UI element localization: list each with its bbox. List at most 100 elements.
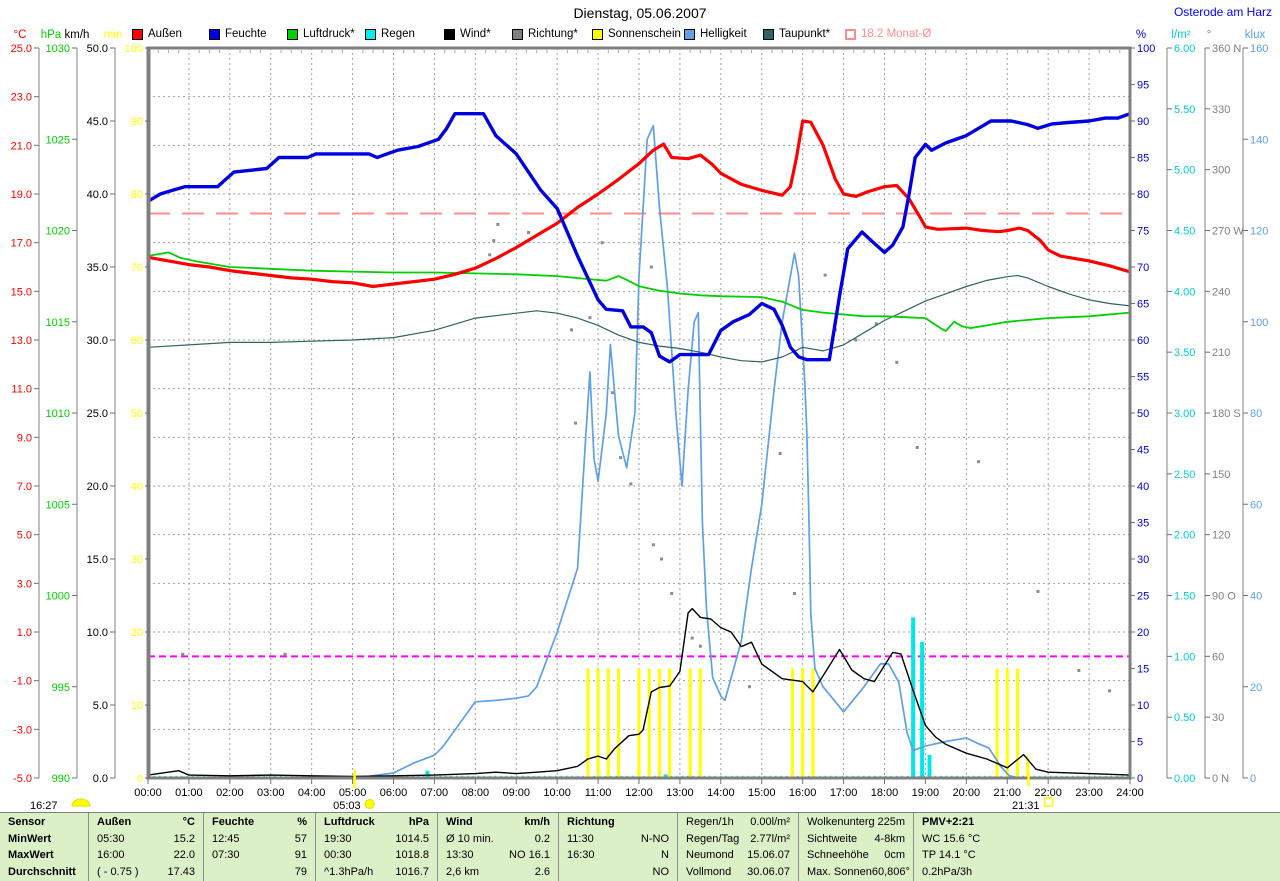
wind-direction-dot (660, 557, 664, 561)
table-cell-row: 0.2hPa/3h (914, 864, 1280, 881)
legend-swatch (444, 28, 455, 40)
x-tick-label: 15:00 (748, 787, 776, 799)
axis-label-klux: 140 (1250, 134, 1268, 146)
table-cell-row: MaxWert (0, 847, 88, 864)
table-cell-row: 16:00 22.0 (89, 847, 203, 864)
axis-label-sun: 40 (131, 481, 143, 493)
cell-value: 17.43 (167, 865, 195, 878)
table-cell-row: 07:30 91 (204, 847, 315, 864)
cell-label: 07:30 (212, 849, 240, 861)
axis-label-hum: 45 (1137, 445, 1149, 457)
legend-item-luftdruck: Luftdruck* (287, 28, 355, 40)
legend-label: 18.2 Monat-Ø (861, 28, 932, 40)
sunshine-bar (668, 668, 672, 778)
wind-direction-dot (1036, 589, 1040, 593)
wind-direction-dot (747, 685, 751, 689)
x-tick-label: 12:00 (625, 787, 653, 799)
table-cell-row: Neumond 15.06.07 (678, 847, 798, 864)
cell-value: NO 16.1 (509, 849, 550, 861)
table-cell-row: Richtung (559, 814, 677, 831)
x-tick-label: 00:00 (134, 787, 162, 799)
x-tick-label: 03:00 (257, 787, 285, 799)
axis-unit-wind: km/h (65, 29, 90, 41)
sunshine-bar (1026, 756, 1030, 778)
axis-label-hpa: 1025 (46, 134, 70, 146)
axis-label-hum: 25 (1137, 591, 1149, 603)
table-cell-row: ( - 0.75 ) 17.43 (89, 864, 203, 881)
x-tick-label: 22:00 (1034, 787, 1062, 799)
axis-label-hpa: 995 (52, 682, 70, 694)
wind-direction-dot (690, 636, 694, 640)
x-tick-label: 05:00 (339, 787, 367, 799)
table-cell-row: NO (559, 864, 677, 881)
sunshine-bar (790, 668, 794, 778)
cell-label: 12:45 (212, 832, 240, 845)
cell-value: 1018.8 (395, 849, 429, 861)
axis-label-hum: 75 (1137, 226, 1149, 238)
axis-label-dir: 30 (1212, 712, 1224, 724)
axis-label-temp: 21.0 (11, 140, 32, 152)
legend-label: Sonnenschein (608, 28, 681, 40)
cell-label: Feuchte (212, 816, 255, 828)
axis-label-hum: 0 (1137, 773, 1143, 785)
axis-label-temp: -3.0 (13, 724, 32, 736)
axis-label-rain: 4.00 (1174, 286, 1195, 298)
sunshine-bar (801, 668, 805, 778)
legend-item-sonnenschein: Sonnenschein (592, 28, 681, 40)
table-cell-row: Regen/Tag 2.77l/m² (678, 831, 798, 848)
axis-label-temp: 15.0 (11, 286, 32, 298)
axis-label-sun: 30 (131, 554, 143, 566)
cell-label: Regen/1h (686, 816, 734, 828)
wind-direction-dot (1108, 689, 1112, 693)
axis-label-hum: 40 (1137, 481, 1149, 493)
axis-label-wind: 35.0 (87, 262, 108, 274)
axis-label-temp: 7.0 (17, 481, 32, 493)
axis-label-dir: 120 (1212, 530, 1230, 542)
axis-label-klux: 160 (1250, 43, 1268, 55)
axis-label-hpa: 1005 (46, 499, 70, 511)
legend-swatch (763, 28, 774, 40)
axis-label-rain: 2.00 (1174, 530, 1195, 542)
cell-value: 2.77l/m² (750, 832, 790, 845)
sunshine-bar (811, 668, 815, 778)
cell-label: Richtung (567, 816, 615, 828)
x-tick-label: 13:00 (666, 787, 694, 799)
cell-label: Max. Sonnen (807, 865, 872, 878)
table-col-rowheaders: Sensor MinWert MaxWert Durchschnitt (0, 813, 88, 881)
cell-label: ^1.3hPa/h (324, 865, 374, 878)
page-title: Dienstag, 05.06.2007 (573, 5, 707, 21)
table-cell-row: 05:30 15.2 (89, 831, 203, 848)
series-taupunkt-line (148, 274, 1130, 363)
wind-direction-dot (488, 253, 492, 257)
cell-label: 19:30 (324, 832, 352, 845)
x-tick-label: 01:00 (175, 787, 203, 799)
sunshine-bar (995, 668, 999, 778)
axis-label-hum: 100 (1137, 43, 1155, 55)
axis-label-sun: 0 (137, 773, 143, 785)
axis-label-hum: 35 (1137, 518, 1149, 530)
cell-label: Außen (97, 816, 132, 828)
legend-label: Regen (381, 28, 415, 40)
wind-direction-dot (1077, 669, 1081, 673)
axis-label-wind: 45.0 (87, 116, 108, 128)
cell-label: 05:30 (97, 832, 125, 845)
wind-direction-dot (574, 421, 578, 425)
axis-label-hum: 85 (1137, 153, 1149, 165)
axis-label-wind: 15.0 (87, 554, 108, 566)
rain-bar (663, 774, 668, 778)
x-tick-label: 08:00 (462, 787, 490, 799)
wind-direction-dot (588, 316, 592, 320)
weather-chart: 00:00 01:00 02:00 03:00 04:00 05:00 06:00 07:00… (11, 29, 1269, 812)
wind-direction-dot (629, 482, 633, 486)
legend-swatch (209, 28, 220, 40)
legend-label: Helligkeit (700, 28, 747, 40)
table-cell-row: 00:30 1018.8 (316, 847, 437, 864)
cell-label: Wind (446, 816, 473, 828)
x-tick-label: 21:00 (993, 787, 1021, 799)
x-tick-label: 09:00 (502, 787, 530, 799)
axis-label-rain: 1.00 (1174, 651, 1195, 663)
x-tick-label: 19:00 (912, 787, 940, 799)
cell-label: Wolkenunterg (807, 816, 875, 828)
cell-label: Ø 10 min. (446, 832, 494, 845)
axis-label-wind: 25.0 (87, 408, 108, 420)
